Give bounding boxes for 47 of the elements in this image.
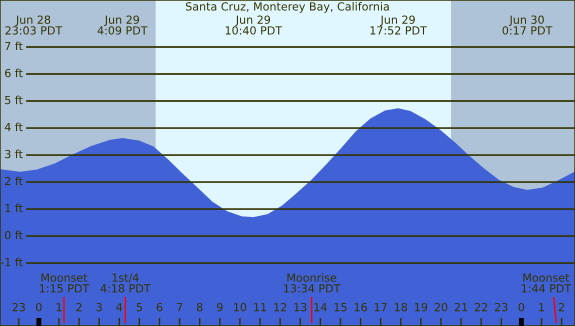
y-tick-label: 0 ft	[4, 230, 23, 240]
annotation: Jun 29 17:52 PDT	[370, 15, 427, 35]
x-tick-label: 7	[176, 303, 182, 312]
y-tick-label: 4 ft	[4, 122, 23, 132]
x-tick-label: 8	[196, 302, 202, 312]
annotation: 1st/4 4:18 PDT	[100, 274, 151, 293]
x-tick-label: 16	[354, 302, 367, 312]
x-tick-label: 6	[156, 302, 162, 312]
x-tick-label: 10	[234, 302, 246, 312]
x-tick-label: 20	[434, 302, 448, 312]
chart-title: Santa Cruz, Monterey Bay, California	[186, 2, 389, 13]
x-tick-label: 23	[12, 302, 25, 312]
y-tick-label: 5 ft	[5, 96, 23, 104]
y-tick-label: 6 ft	[5, 68, 23, 78]
x-tick-label: 3	[96, 302, 102, 312]
x-tick-label: 1	[56, 303, 62, 312]
x-tick-label: 19	[415, 302, 428, 312]
x-tick-label: 21	[454, 302, 468, 312]
annotation: Jun 29 4:09 PDT	[98, 15, 148, 35]
annotation: Jun 30 0:17 PDT	[502, 15, 552, 35]
x-tick-label: 0	[518, 302, 524, 312]
x-tick-label: 1	[539, 303, 544, 312]
x-tick-label: 5	[136, 303, 142, 312]
x-tick-label: 9	[216, 302, 223, 312]
x-tick-label: 15	[334, 303, 347, 312]
annotation: Moonrise 13:34 PDT	[284, 273, 340, 293]
annotation: Moonset 1:15 PDT	[40, 274, 90, 293]
x-tick-label: 12	[274, 302, 286, 312]
y-tick-label: 2 ft	[5, 176, 23, 186]
annotation: Moonset 1:44 PDT	[522, 274, 572, 292]
x-tick-label: 17	[374, 303, 387, 312]
x-tick-label: 22	[474, 302, 488, 312]
x-tick-label: 2	[76, 302, 82, 312]
x-tick-label: 23	[495, 302, 508, 312]
x-tick-label: 4	[116, 303, 122, 312]
y-tick-label: 7 ft	[5, 42, 23, 50]
x-tick-label: 13	[294, 302, 306, 312]
x-tick-label: 14	[314, 303, 327, 312]
x-tick-label: 18	[394, 302, 408, 312]
x-tick-label: 11	[254, 303, 266, 312]
y-tick-label: -1 ft	[0, 258, 23, 266]
annotation: Jun 29 10:40 PDT	[226, 15, 282, 35]
y-tick-label: 1 ft	[5, 204, 23, 212]
annotation: Jun 28 23:03 PDT	[5, 15, 62, 35]
x-tick-label: 2	[558, 302, 564, 312]
y-tick-label: 3 ft	[5, 150, 23, 158]
x-tick-label: 0	[36, 302, 42, 312]
